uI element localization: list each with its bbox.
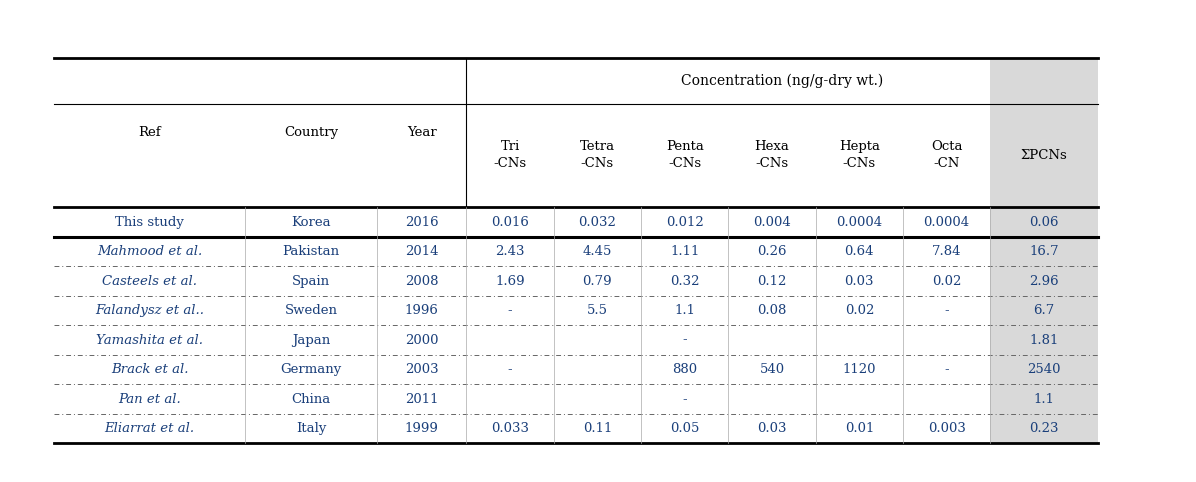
Text: 0.032: 0.032	[579, 215, 616, 228]
Text: 16.7: 16.7	[1030, 245, 1058, 258]
Text: Sweden: Sweden	[285, 304, 337, 317]
Text: Casteels et al.: Casteels et al.	[102, 275, 197, 288]
Bar	[990, 325, 1098, 355]
Bar	[990, 58, 1098, 207]
Text: 540: 540	[759, 363, 785, 376]
Text: Germany: Germany	[280, 363, 342, 376]
Text: Hepta
-CNs: Hepta -CNs	[838, 140, 880, 171]
Text: 5.5: 5.5	[587, 304, 608, 317]
Text: 0.06: 0.06	[1030, 215, 1058, 228]
Bar	[990, 355, 1098, 385]
Text: 0.02: 0.02	[844, 304, 874, 317]
Text: Falandysz et al..: Falandysz et al..	[94, 304, 205, 317]
Text: Hexa
-CNs: Hexa -CNs	[755, 140, 789, 171]
Text: 2003: 2003	[404, 363, 439, 376]
Text: -: -	[945, 304, 948, 317]
Text: Penta
-CNs: Penta -CNs	[666, 140, 703, 171]
Text: 0.02: 0.02	[932, 275, 962, 288]
Text: 2.43: 2.43	[495, 245, 525, 258]
Text: 2.96: 2.96	[1030, 275, 1058, 288]
Text: 0.0004: 0.0004	[923, 215, 970, 228]
Text: 2014: 2014	[404, 245, 439, 258]
Text: Tetra
-CNs: Tetra -CNs	[580, 140, 615, 171]
Text: 6.7: 6.7	[1033, 304, 1055, 317]
Text: 1120: 1120	[842, 363, 877, 376]
Text: Mahmood et al.: Mahmood et al.	[97, 245, 202, 258]
Text: 0.003: 0.003	[928, 422, 965, 435]
Text: 2000: 2000	[404, 334, 439, 347]
Bar	[990, 237, 1098, 266]
Text: This study: This study	[115, 215, 184, 228]
Text: 0.79: 0.79	[582, 275, 612, 288]
Text: 0.23: 0.23	[1030, 422, 1058, 435]
Text: ΣPCNs: ΣPCNs	[1020, 149, 1068, 162]
Text: -: -	[508, 304, 512, 317]
Text: 1.69: 1.69	[495, 275, 525, 288]
Text: 0.016: 0.016	[492, 215, 529, 228]
Text: 2011: 2011	[404, 393, 439, 406]
Bar	[990, 266, 1098, 296]
Text: 0.03: 0.03	[757, 422, 787, 435]
Text: -: -	[683, 393, 687, 406]
Text: 1.11: 1.11	[670, 245, 700, 258]
Text: Country: Country	[283, 126, 338, 139]
Text: 1.1: 1.1	[1033, 393, 1055, 406]
Text: 2008: 2008	[404, 275, 439, 288]
Text: Brack et al.: Brack et al.	[111, 363, 188, 376]
Text: 1999: 1999	[404, 422, 439, 435]
Text: Pan et al.: Pan et al.	[118, 393, 181, 406]
Text: Tri
-CNs: Tri -CNs	[494, 140, 526, 171]
Text: Italy: Italy	[295, 422, 327, 435]
Text: 0.08: 0.08	[757, 304, 787, 317]
Text: China: China	[292, 393, 330, 406]
Text: Yamashita et al.: Yamashita et al.	[96, 334, 203, 347]
Bar	[990, 414, 1098, 443]
Text: 0.03: 0.03	[844, 275, 874, 288]
Text: 0.0004: 0.0004	[836, 215, 883, 228]
Text: 0.32: 0.32	[670, 275, 700, 288]
Bar	[990, 385, 1098, 414]
Text: Pakistan: Pakistan	[282, 245, 340, 258]
Text: 0.64: 0.64	[844, 245, 874, 258]
Text: 0.05: 0.05	[670, 422, 700, 435]
Text: 0.26: 0.26	[757, 245, 787, 258]
Text: Spain: Spain	[292, 275, 330, 288]
Text: 880: 880	[672, 363, 697, 376]
Text: 0.11: 0.11	[582, 422, 612, 435]
Text: Japan: Japan	[292, 334, 330, 347]
Text: 1996: 1996	[404, 304, 439, 317]
Text: 2016: 2016	[404, 215, 439, 228]
Text: Ref: Ref	[139, 126, 160, 139]
Text: Eliarrat et al.: Eliarrat et al.	[104, 422, 195, 435]
Text: -: -	[508, 363, 512, 376]
Text: -: -	[945, 363, 948, 376]
Text: 0.033: 0.033	[492, 422, 529, 435]
Text: 0.004: 0.004	[753, 215, 791, 228]
Bar	[990, 207, 1098, 237]
Text: 0.12: 0.12	[757, 275, 787, 288]
Text: 0.012: 0.012	[666, 215, 703, 228]
Bar	[990, 296, 1098, 325]
Text: Year: Year	[407, 126, 437, 139]
Text: Korea: Korea	[291, 215, 331, 228]
Text: 2540: 2540	[1027, 363, 1061, 376]
Text: 1.81: 1.81	[1030, 334, 1058, 347]
Text: 0.01: 0.01	[844, 422, 874, 435]
Text: Concentration (ng/g-dry wt.): Concentration (ng/g-dry wt.)	[681, 74, 884, 88]
Text: 7.84: 7.84	[932, 245, 962, 258]
Text: Octa
-CN: Octa -CN	[930, 140, 963, 171]
Text: 4.45: 4.45	[582, 245, 612, 258]
Text: 1.1: 1.1	[675, 304, 695, 317]
Text: -: -	[683, 334, 687, 347]
